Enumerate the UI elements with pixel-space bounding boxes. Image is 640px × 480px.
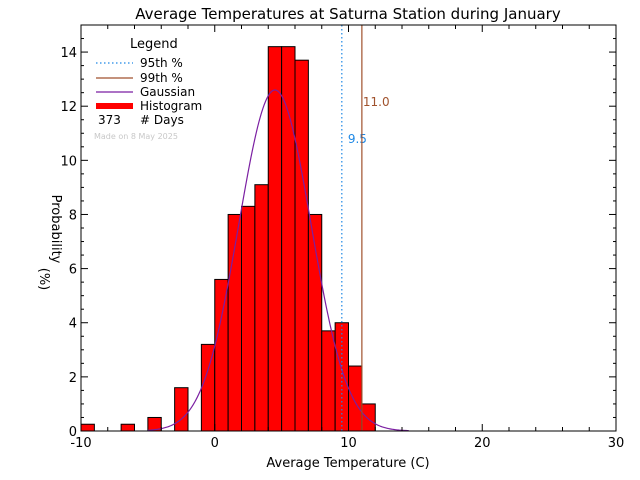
- x-tick-label: -10: [70, 436, 91, 451]
- x-tick-label: 0: [211, 436, 219, 451]
- histogram-bar: [80, 423, 95, 432]
- histogram-bar: [361, 403, 376, 432]
- legend-label-95th: 95th %: [140, 56, 183, 70]
- legend-label-99th: 99th %: [140, 71, 183, 85]
- histogram-bar: [267, 46, 283, 432]
- y-tick-label: 12: [60, 100, 77, 115]
- y-tick-label: 2: [69, 371, 77, 386]
- y-tick-label: 6: [69, 263, 77, 278]
- y-tick-label: 0: [69, 425, 77, 440]
- histogram-bar: [254, 184, 269, 432]
- legend: Legend 95th % 99th % Gaussian Histogram …: [94, 37, 202, 141]
- y-axis-label: Probability: [48, 195, 63, 264]
- y-axis-unit: (%): [36, 268, 51, 291]
- legend-label-gaussian: Gaussian: [140, 85, 195, 99]
- percentile-99-label: 11.0: [363, 95, 390, 109]
- histogram-bar: [174, 387, 189, 432]
- legend-days-count: 373: [98, 113, 121, 127]
- gaussian-curve: [147, 89, 409, 432]
- x-tick-label: 30: [608, 436, 625, 451]
- histogram-bar: [120, 423, 135, 432]
- y-tick-label: 10: [60, 154, 77, 169]
- histogram-bar: [200, 343, 216, 432]
- histogram-bar: [294, 59, 309, 432]
- x-tick-label: 10: [340, 436, 357, 451]
- y-tick-label: 8: [69, 208, 77, 223]
- legend-title: Legend: [130, 37, 178, 52]
- percentile-95-label: 9.5: [348, 132, 367, 146]
- chart-title: Average Temperatures at Saturna Station …: [135, 5, 561, 23]
- x-axis-label: Average Temperature (C): [266, 456, 429, 471]
- y-tick-label: 14: [60, 46, 77, 61]
- made-on-note: Made on 8 May 2025: [94, 132, 178, 141]
- histogram-bar: [334, 322, 349, 432]
- y-tick-label: 4: [69, 317, 77, 332]
- legend-days-label: # Days: [140, 113, 184, 127]
- histogram-bar: [281, 46, 296, 432]
- legend-label-histogram: Histogram: [140, 99, 202, 113]
- histogram-bar: [348, 365, 363, 432]
- x-tick-label: 20: [474, 436, 491, 451]
- histogram-bar: [241, 205, 256, 432]
- histogram-bar: [321, 330, 336, 432]
- histogram-bar: [214, 278, 229, 432]
